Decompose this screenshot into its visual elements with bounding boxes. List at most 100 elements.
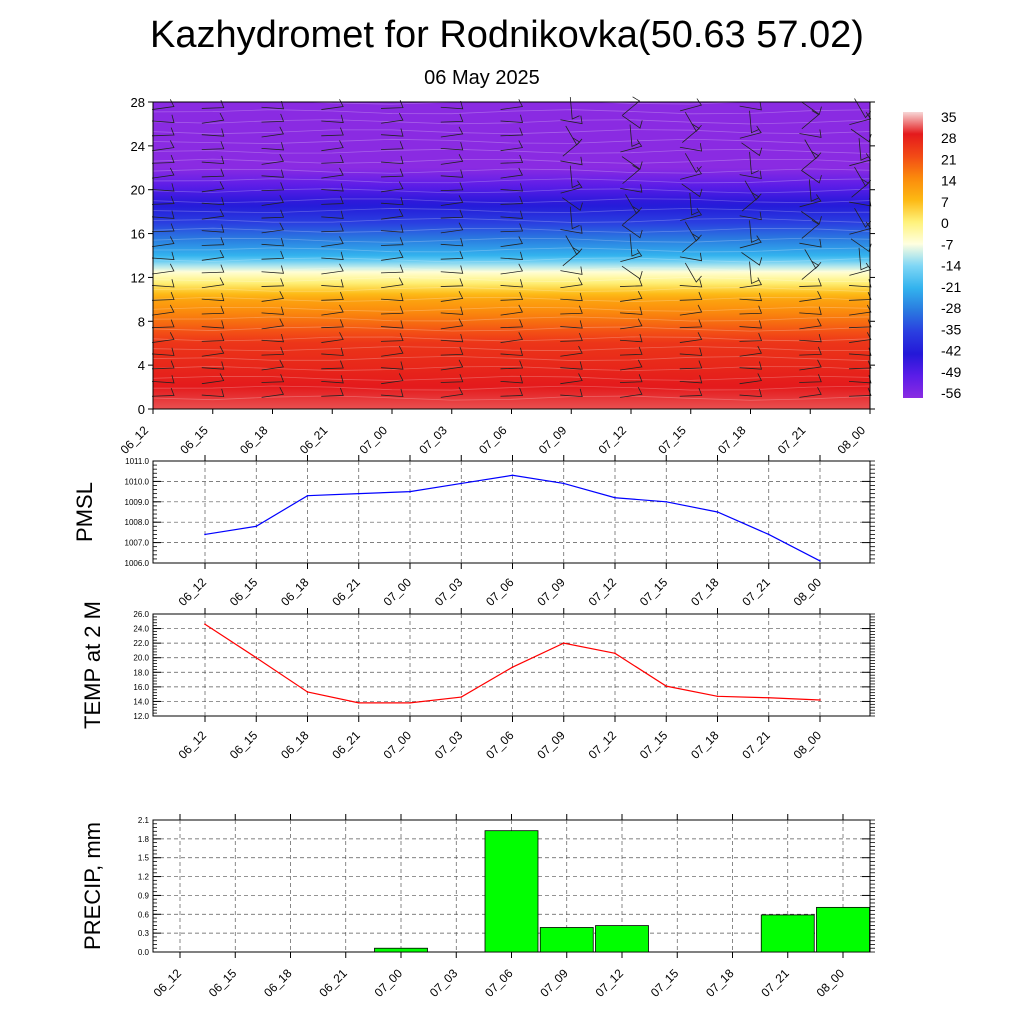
data-point bbox=[255, 525, 258, 528]
y-tick-label: 0.6 bbox=[138, 910, 150, 919]
x-tick-label: 07_12 bbox=[596, 423, 630, 457]
wind-barb bbox=[848, 319, 872, 329]
wind-barb bbox=[569, 165, 580, 189]
wind-barb bbox=[739, 305, 763, 315]
wind-barb bbox=[629, 234, 640, 257]
x-tick-label: 07_18 bbox=[703, 966, 737, 1000]
y-tick-label: 1007.0 bbox=[125, 539, 150, 548]
wind-barb bbox=[261, 169, 285, 178]
wind-barb bbox=[261, 278, 285, 287]
y-tick-label: 1006.0 bbox=[125, 559, 150, 568]
wind-barb bbox=[560, 333, 583, 342]
wind-barb bbox=[152, 304, 175, 316]
y-tick-label: 2.1 bbox=[138, 816, 150, 825]
wind-barb bbox=[739, 211, 762, 221]
wind-barb bbox=[620, 318, 643, 330]
chart-title: Kazhydromet for Rodnikovka(50.63 57.02) bbox=[150, 14, 864, 56]
wind-barb bbox=[152, 263, 175, 275]
wind-barb bbox=[500, 263, 524, 275]
wind-barb bbox=[565, 235, 583, 256]
x-tick-label: 06_21 bbox=[329, 575, 363, 609]
wind-barb bbox=[380, 100, 404, 109]
x-tick-label: 07_03 bbox=[432, 575, 466, 609]
wind-barb bbox=[201, 224, 225, 233]
wind-barb bbox=[500, 347, 524, 356]
x-tick-label: 07_15 bbox=[637, 728, 671, 762]
isotherm-line bbox=[152, 109, 871, 115]
wind-barb bbox=[680, 166, 703, 180]
wind-barb bbox=[151, 387, 175, 397]
panel-frame bbox=[152, 460, 871, 564]
wind-barb bbox=[799, 278, 822, 287]
wind-barb bbox=[201, 305, 225, 315]
x-tick-label: 07_21 bbox=[739, 728, 773, 762]
wind-barb bbox=[629, 124, 640, 147]
isotherm-line bbox=[152, 277, 871, 283]
colorbar-label: 0 bbox=[941, 215, 949, 231]
isotherm-line bbox=[152, 326, 871, 332]
isotherm-line bbox=[152, 286, 871, 293]
wind-barb bbox=[201, 155, 225, 165]
wind-barb bbox=[440, 142, 464, 151]
wind-barb bbox=[799, 291, 822, 302]
wind-barb bbox=[679, 143, 703, 152]
x-tick-label: 07_03 bbox=[432, 728, 466, 762]
x-tick-label: 07_00 bbox=[381, 575, 415, 609]
wind-barb bbox=[739, 292, 763, 302]
wind-barb bbox=[621, 115, 643, 129]
isotherm-line bbox=[152, 207, 871, 214]
wind-barb bbox=[622, 165, 641, 184]
wind-barb bbox=[381, 345, 404, 357]
x-tick-label: 07_12 bbox=[593, 966, 627, 1000]
wind-barb bbox=[560, 180, 583, 194]
isotherm-line bbox=[152, 355, 871, 362]
wind-barb bbox=[801, 219, 820, 239]
y-tick-label: 1010.0 bbox=[125, 477, 150, 486]
wind-barb bbox=[381, 208, 404, 220]
y-tick-label: 1.2 bbox=[138, 873, 150, 882]
x-tick-label: 06_18 bbox=[237, 423, 271, 457]
colorbar-gradient bbox=[903, 112, 923, 398]
temperature-field bbox=[153, 102, 870, 409]
wind-barb bbox=[380, 292, 404, 302]
y-tick-label: 22.0 bbox=[133, 639, 149, 648]
wind-barb bbox=[152, 140, 175, 152]
y-tick-label: 16.0 bbox=[133, 683, 149, 692]
wind-barb bbox=[151, 360, 175, 370]
wind-barb bbox=[201, 237, 225, 246]
wind-barb bbox=[500, 127, 524, 137]
wind-barb bbox=[679, 375, 703, 384]
wind-barb bbox=[201, 128, 225, 137]
x-tick-label: 07_15 bbox=[648, 966, 682, 1000]
wind-barb bbox=[321, 263, 344, 275]
wind-barb bbox=[679, 387, 703, 397]
wind-barb bbox=[261, 386, 285, 398]
data-point bbox=[614, 652, 616, 655]
wind-barb bbox=[201, 112, 225, 124]
wind-barb bbox=[261, 209, 285, 219]
data-point bbox=[409, 490, 411, 493]
wind-barb bbox=[562, 197, 583, 211]
y-tick-label: 1011.0 bbox=[125, 457, 149, 466]
wind-barb bbox=[680, 207, 703, 221]
colorbar-label: -7 bbox=[941, 236, 954, 252]
wind-barb bbox=[684, 221, 702, 242]
data-point bbox=[819, 699, 821, 701]
data-point bbox=[665, 685, 668, 687]
wind-barb bbox=[689, 192, 700, 216]
wind-barb bbox=[321, 127, 344, 137]
wind-barb bbox=[858, 138, 869, 161]
wind-barb bbox=[321, 210, 344, 219]
wind-barb bbox=[849, 332, 872, 343]
data-point bbox=[511, 666, 514, 668]
isotherm-line bbox=[152, 188, 871, 194]
wind-barb bbox=[739, 235, 762, 249]
wind-barb bbox=[381, 112, 404, 124]
wind-barb bbox=[440, 306, 464, 315]
x-tick-label: 07_18 bbox=[688, 728, 722, 762]
x-tick-label: 06_12 bbox=[176, 575, 210, 609]
wind-barb bbox=[739, 170, 762, 179]
wind-barb bbox=[684, 153, 702, 174]
wind-barb bbox=[620, 359, 643, 371]
